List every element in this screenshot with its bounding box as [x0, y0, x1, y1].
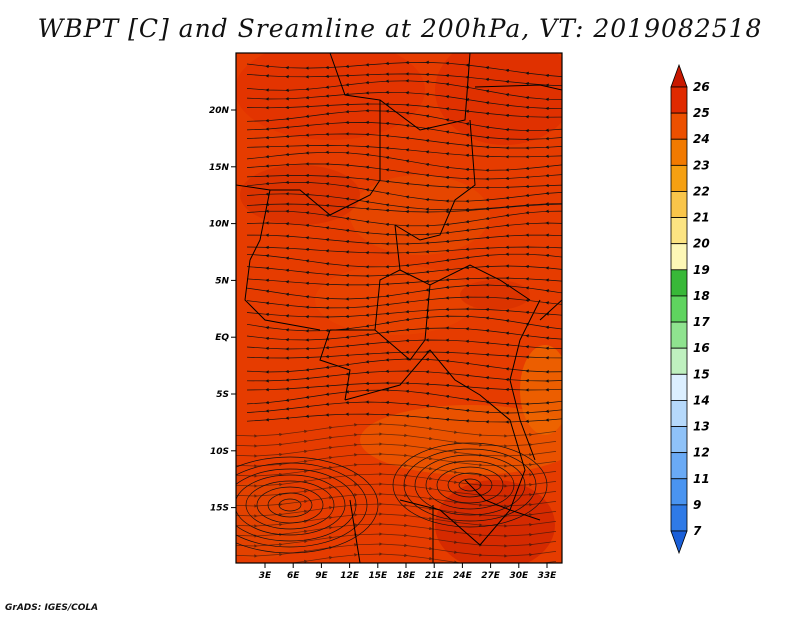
colorbar-label: 13: [693, 420, 710, 434]
colorbar-label: 22: [693, 184, 710, 198]
colorbar-label: 16: [693, 341, 710, 355]
colorbar-label: 12: [693, 446, 710, 460]
country-borders: [236, 53, 562, 563]
credit-text: GrADS: IGES/COLA: [5, 603, 99, 613]
border-line: [319, 224, 401, 401]
border-line: [399, 264, 531, 301]
colorbar-label: 18: [693, 289, 710, 303]
y-tick-label: EQ: [215, 333, 229, 343]
colorbar-swatch: [670, 452, 688, 480]
streamline: [246, 245, 562, 255]
colorbar-swatch: [670, 269, 688, 297]
field-patch: [236, 480, 305, 560]
colorbar-swatch: [670, 321, 688, 349]
x-tick-label: 6E: [287, 571, 300, 581]
colorbar-label: 15: [693, 367, 710, 381]
field-patch: [435, 53, 562, 145]
border-line: [344, 349, 541, 521]
colorbar-label: 26: [693, 80, 710, 94]
colorbar-label: 9: [693, 498, 701, 512]
colorbar-swatch: [670, 191, 688, 218]
streamlines: [236, 60, 562, 563]
colorbar-swatch: [670, 112, 688, 140]
colorbar-arrow-bottom: [670, 530, 688, 555]
colorbar-label: 21: [693, 211, 710, 225]
x-tick-label: 27E: [481, 571, 501, 581]
colorbar-label: 14: [693, 393, 710, 407]
streamline: [246, 276, 562, 287]
border-line: [349, 499, 361, 563]
colorbar-label: 11: [693, 472, 710, 486]
y-tick-label: 10S: [210, 447, 229, 457]
y-tick-label: 20N: [209, 106, 230, 116]
border-line: [539, 299, 562, 321]
x-tick-label: 24E: [453, 571, 473, 581]
x-tick-label: 33E: [538, 571, 558, 581]
colorbar-swatch: [670, 217, 688, 245]
streamline: [246, 264, 562, 278]
colorbar-label: 20: [693, 237, 710, 251]
colorbar-swatch: [670, 426, 688, 454]
colorbar-label: 7: [693, 524, 702, 538]
streamline: [246, 295, 562, 310]
x-tick-label: 3E: [259, 571, 272, 581]
colorbar-label: 17: [693, 315, 710, 329]
streamline: [246, 338, 562, 351]
streamline: [246, 412, 562, 424]
border-line: [374, 284, 431, 361]
streamline: [246, 369, 562, 383]
colorbar-swatch: [670, 347, 688, 375]
colorbar: 26 25 24 23 22 21 20 19 18 17 16 15 14 13 12 11 9 7: [670, 63, 710, 555]
map-frame: [235, 52, 563, 564]
colorbar-label: 23: [693, 158, 710, 172]
x-tick-label: 18E: [397, 571, 417, 581]
y-tick-label: 15S: [210, 504, 229, 514]
chart-title: WBPT [C] and Sreamline at 200hPa, VT: 20…: [37, 14, 763, 43]
streamline: [246, 233, 562, 246]
streamline: [236, 552, 557, 563]
border-line: [394, 119, 476, 241]
x-tick-label: 21E: [425, 571, 445, 581]
y-tick-label: 15N: [209, 163, 230, 173]
y-axis: 20N 15N 10N 5N EQ 5S 10S 15S: [209, 106, 236, 514]
field-patch: [460, 280, 530, 310]
colorbar-arrow-top: [670, 63, 688, 88]
colorbar-swatch: [670, 400, 688, 427]
colorbar-swatch: [670, 373, 688, 401]
border-line: [379, 53, 471, 131]
x-tick-label: 30E: [509, 571, 529, 581]
y-tick-label: 5S: [216, 390, 229, 400]
colorbar-label: 25: [693, 106, 710, 120]
x-tick-label: 9E: [315, 571, 328, 581]
colorbar-label: 24: [693, 132, 710, 146]
border-line: [249, 53, 381, 261]
colorbar-swatch: [670, 243, 688, 271]
border-line: [509, 299, 541, 461]
x-tick-label: 12E: [340, 571, 360, 581]
field-patch: [315, 265, 475, 335]
colorbar-swatch: [670, 164, 688, 192]
border-line: [244, 259, 321, 331]
colorbar-label: 19: [693, 263, 710, 277]
border-line: [236, 184, 271, 191]
y-tick-label: 5N: [215, 276, 229, 286]
border-line: [470, 53, 562, 91]
colorbar-swatch: [670, 504, 688, 532]
map-area: [236, 53, 562, 563]
x-tick-label: 15E: [368, 571, 388, 581]
x-axis: 3E 6E 9E 12E 15E 18E 21E 24E 27E 30E 33E: [259, 563, 557, 581]
colorbar-swatch: [670, 138, 688, 166]
colorbar-swatch: [670, 295, 688, 323]
colorbar-swatch: [670, 478, 688, 506]
colorbar-swatch: [670, 86, 688, 114]
y-tick-label: 10N: [209, 220, 230, 230]
